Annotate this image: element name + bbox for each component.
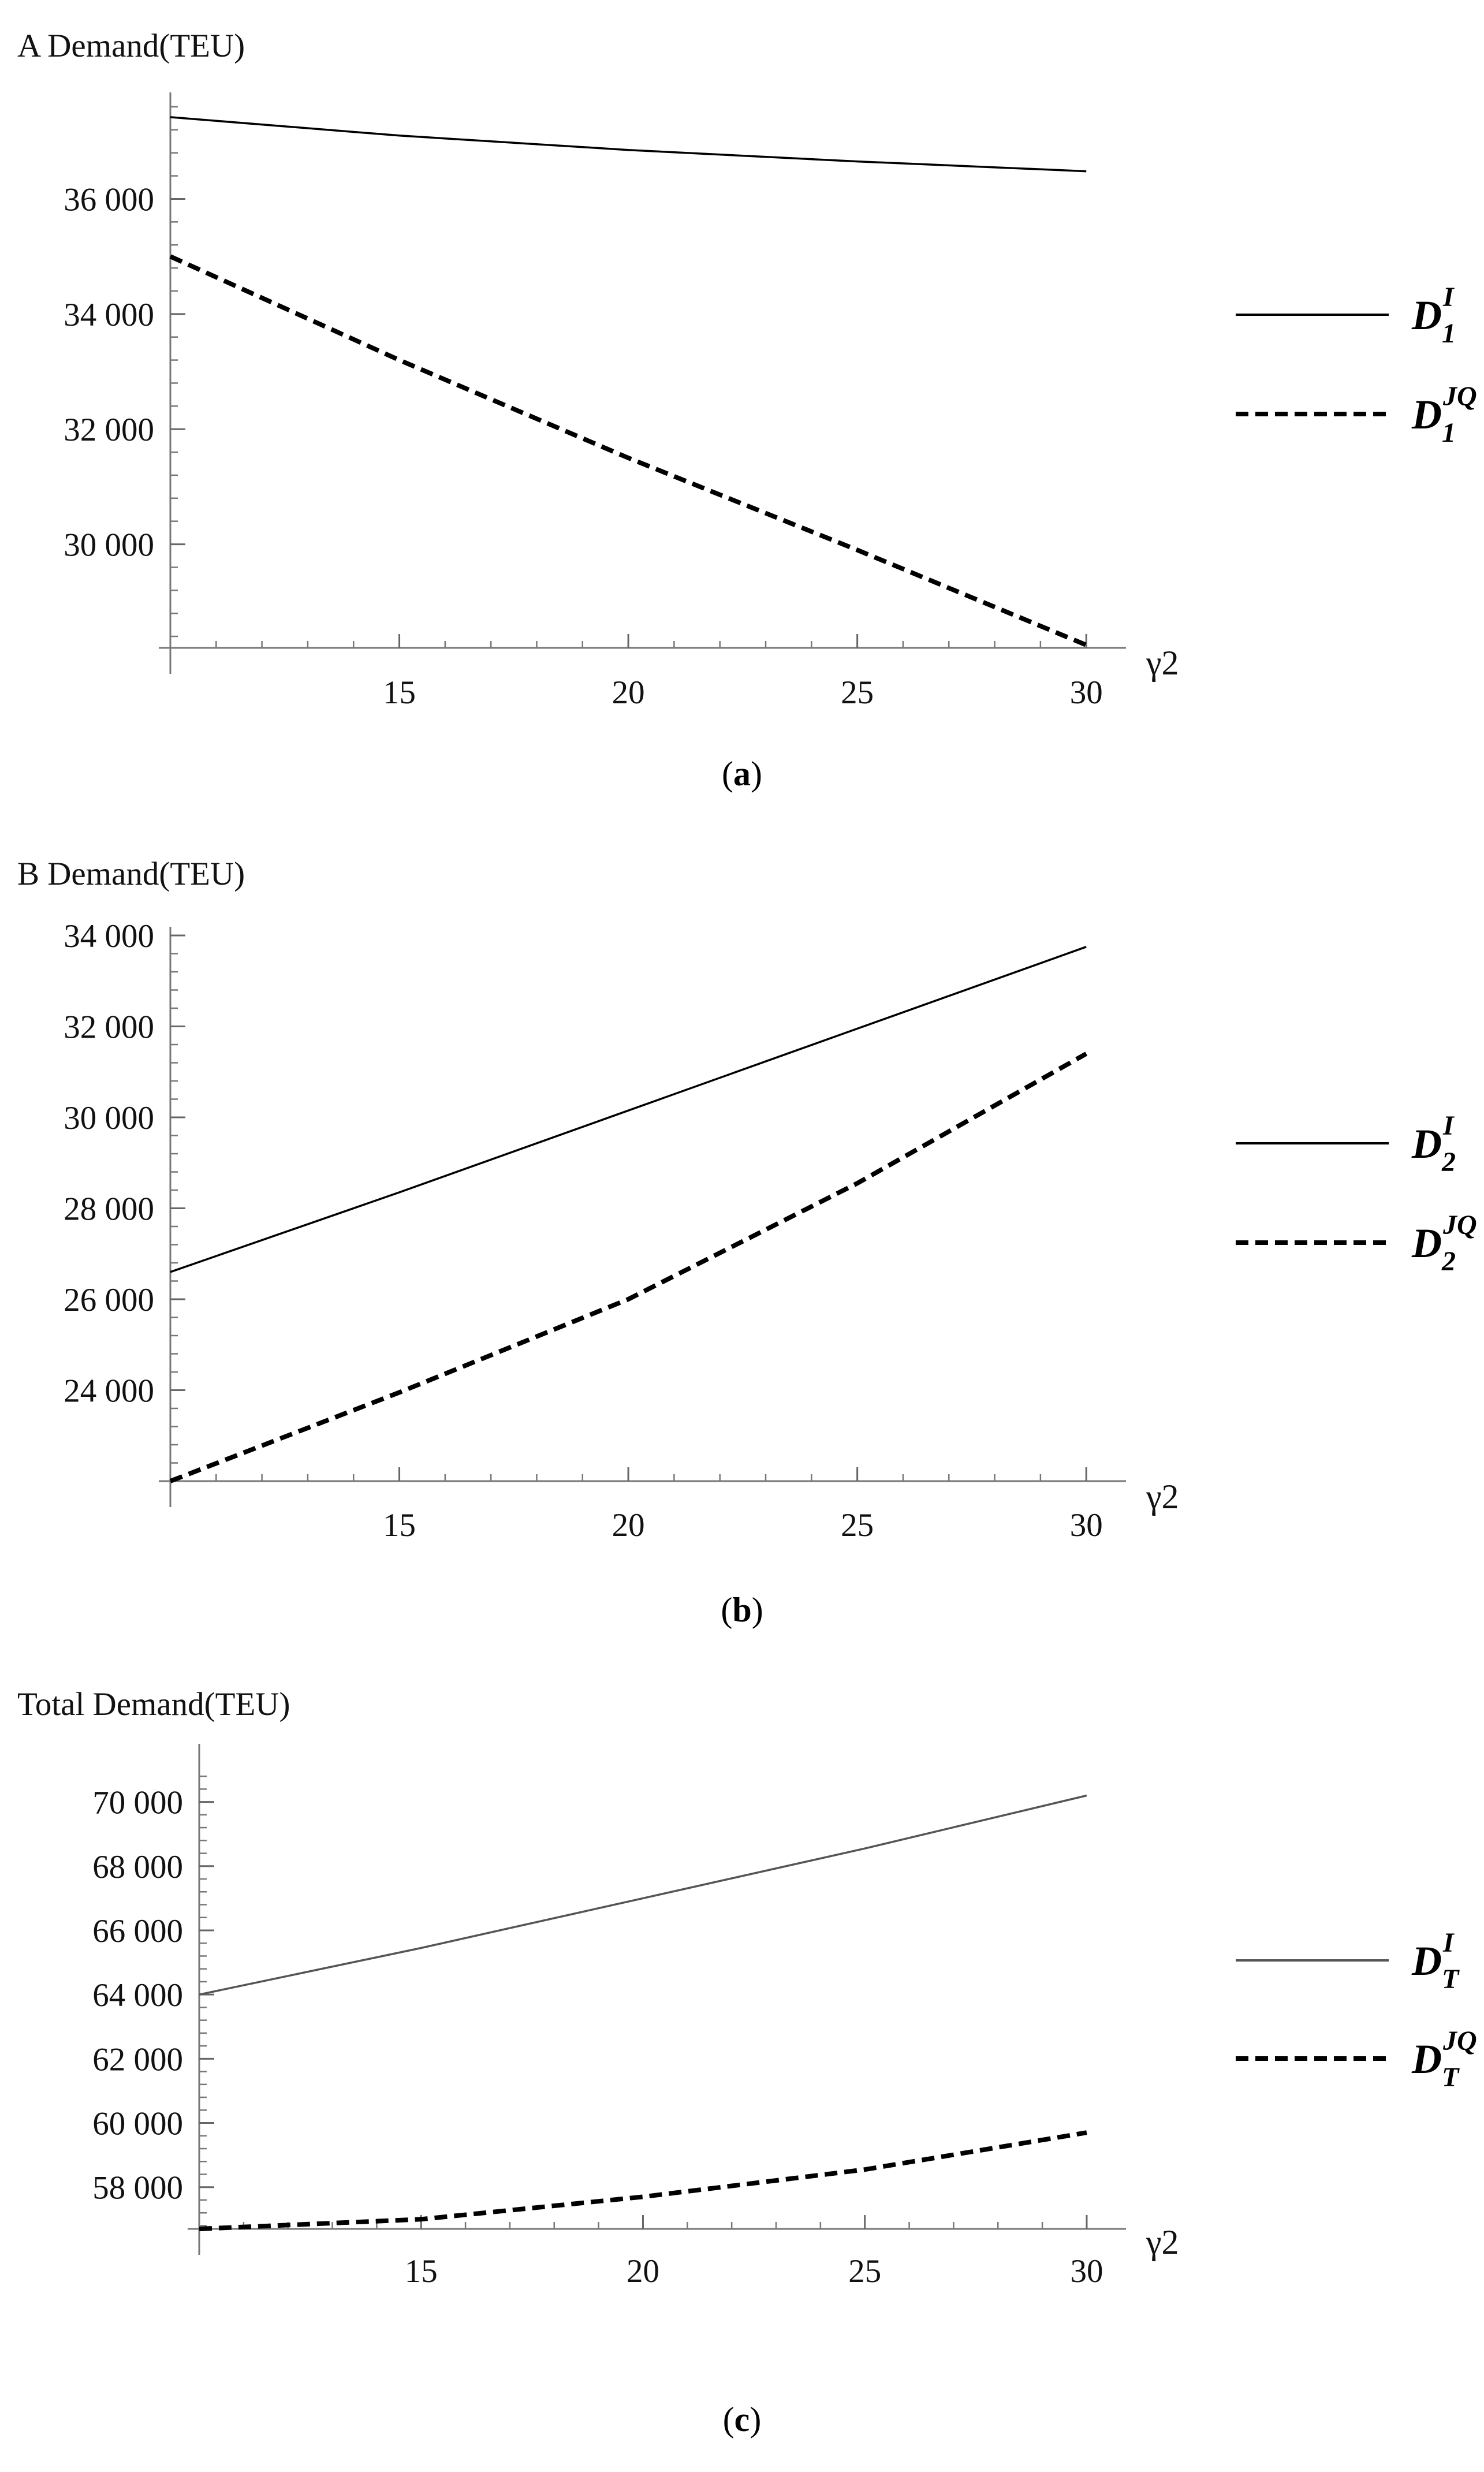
legend-superscript: I <box>1442 282 1455 312</box>
y-tick-label: 34 000 <box>64 297 154 333</box>
legend-subscript: T <box>1442 1964 1460 1994</box>
panel-c: Total Demand(TEU) 58 000 60 000 62 000 64 00… <box>17 1686 1477 2439</box>
caption-letter: b <box>732 1591 751 1629</box>
y-tick-label: 26 000 <box>64 1282 154 1318</box>
caption-letter: c <box>734 2400 750 2439</box>
legend-superscript: JQ <box>1442 2026 1477 2056</box>
legend-superscript: I <box>1442 1110 1455 1141</box>
panel-a: A Demand(TEU) 30 000 32 000 34 000 36 000 15 2… <box>17 28 1477 793</box>
series-line-jq <box>199 2130 1087 2231</box>
caption-close-paren: ) <box>751 755 762 793</box>
y-tick-label: 64 000 <box>92 1977 183 2014</box>
y-tick-label: 30 000 <box>64 527 154 564</box>
legend-symbol: D <box>1411 1121 1442 1167</box>
y-tick-label: 62 000 <box>92 2041 183 2078</box>
x-tick-label: 25 <box>841 1507 874 1543</box>
series-line-i <box>170 116 1087 173</box>
y-tick-label: 32 000 <box>64 412 154 448</box>
x-tick-label: 15 <box>383 1507 416 1543</box>
x-tick-label: 20 <box>612 674 645 711</box>
x-tick-label: 20 <box>612 1507 645 1543</box>
legend-symbol: D <box>1411 292 1442 338</box>
y-tick-label: 24 000 <box>64 1373 154 1410</box>
legend-subscript: T <box>1442 2062 1460 2093</box>
legend-symbol: D <box>1411 1938 1442 1984</box>
y-tick-label: 70 000 <box>92 1785 183 1821</box>
y-axis-label: Total Demand(TEU) <box>17 1686 290 1722</box>
legend-subscript: 2 <box>1441 1147 1456 1177</box>
panel-b: B Demand(TEU) 24 000 26 000 28 000 30 000 32 … <box>17 856 1477 1629</box>
x-tick-label: 20 <box>627 2253 659 2290</box>
legend-symbol: D <box>1411 1220 1442 1266</box>
series-line-i <box>199 1794 1087 1996</box>
caption-close-paren: ) <box>752 1591 763 1629</box>
panel-caption: (c) <box>723 2400 762 2439</box>
legend-subscript: 1 <box>1442 318 1456 349</box>
x-tick-label: 30 <box>1070 2253 1103 2290</box>
x-tick-label: 25 <box>848 2253 881 2290</box>
y-tick-label: 30 000 <box>64 1100 154 1136</box>
legend-superscript: I <box>1442 1927 1455 1958</box>
series-line-i <box>170 946 1087 1273</box>
y-tick-label: 36 000 <box>64 181 154 218</box>
x-axis-label: γ2 <box>1146 644 1179 682</box>
y-axis-label: A Demand(TEU) <box>17 28 245 64</box>
y-tick-label: 68 000 <box>92 1849 183 1885</box>
series-line-jq <box>169 254 1087 647</box>
y-tick-label: 32 000 <box>64 1009 154 1046</box>
panel-caption: (b) <box>721 1591 763 1629</box>
caption-open-paren: ( <box>722 755 733 793</box>
x-tick-label: 30 <box>1070 1507 1103 1543</box>
legend-superscript: JQ <box>1442 1210 1477 1240</box>
x-tick-label: 15 <box>383 674 416 711</box>
legend-symbol: D <box>1411 392 1442 438</box>
y-tick-label: 34 000 <box>64 918 154 955</box>
legend-symbol: D <box>1411 2036 1442 2082</box>
x-tick-label: 15 <box>405 2253 438 2290</box>
x-tick-label: 30 <box>1070 674 1103 711</box>
y-tick-label: 60 000 <box>92 2106 183 2142</box>
legend-subscript: 2 <box>1441 1246 1456 1277</box>
x-axis-label: γ2 <box>1146 1478 1179 1516</box>
caption-open-paren: ( <box>721 1591 732 1629</box>
caption-letter: a <box>733 755 751 793</box>
y-tick-label: 28 000 <box>64 1191 154 1228</box>
y-tick-label: 58 000 <box>92 2170 183 2206</box>
caption-open-paren: ( <box>723 2400 734 2439</box>
series-line-jq <box>169 1052 1088 1483</box>
x-tick-label: 25 <box>841 674 874 711</box>
x-axis-label: γ2 <box>1146 2223 1179 2261</box>
legend-superscript: JQ <box>1442 381 1477 412</box>
y-tick-label: 66 000 <box>92 1913 183 1949</box>
caption-close-paren: ) <box>750 2400 761 2439</box>
y-axis-label: B Demand(TEU) <box>17 856 245 892</box>
panel-caption: (a) <box>722 755 762 793</box>
legend-subscript: 1 <box>1442 417 1456 448</box>
